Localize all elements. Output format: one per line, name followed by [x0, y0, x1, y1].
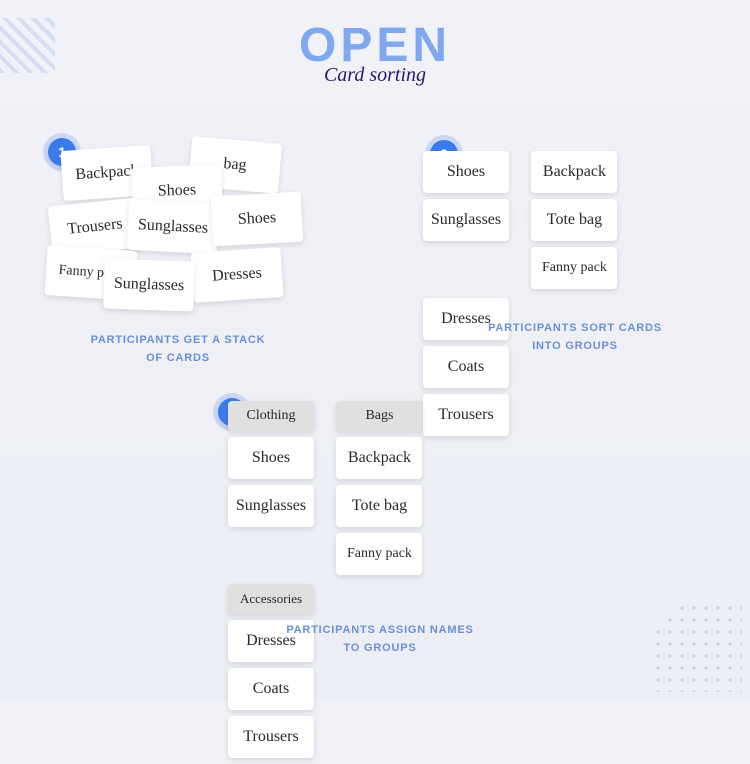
caption-line: PARTICIPANTS GET A STACK	[91, 334, 266, 346]
title-main: OPEN	[0, 22, 750, 70]
group-column: Bags Backpack Tote bag Fanny pack	[333, 398, 425, 581]
caption-line: PARTICIPANTS SORT CARDS	[488, 322, 662, 334]
group-column: Accessories Dresses Coats Trousers	[225, 581, 317, 764]
card: Tote bag	[531, 199, 617, 241]
card: Backpack	[531, 151, 617, 193]
card: Shoes	[228, 437, 314, 479]
step-3-caption: PARTICIPANTS ASSIGN NAMES TO GROUPS	[250, 622, 510, 657]
group-column: Shoes Sunglasses	[420, 148, 512, 247]
title-block: OPEN Card sorting	[0, 0, 750, 87]
card: Fanny pack	[336, 533, 422, 575]
decoration-stripes	[0, 18, 55, 73]
step-1-card-pile: Backpack bag Shoes Trousers Sunglasses S…	[40, 140, 320, 320]
card: Tote bag	[336, 485, 422, 527]
group-header: Bags	[336, 401, 422, 431]
caption-line: PARTICIPANTS ASSIGN NAMES	[286, 624, 473, 636]
card: Trousers	[228, 716, 314, 758]
card: Coats	[228, 668, 314, 710]
group-header: Clothing	[228, 401, 314, 431]
card: Sunglasses	[228, 485, 314, 527]
caption-line: INTO GROUPS	[532, 340, 618, 352]
card: Sunglasses	[127, 200, 219, 255]
card: Sunglasses	[103, 258, 195, 311]
card: Shoes	[211, 192, 303, 247]
group-header: Accessories	[228, 584, 314, 614]
group-column: Backpack Tote bag Fanny pack	[528, 148, 620, 295]
card: Backpack	[336, 437, 422, 479]
caption-line: OF CARDS	[146, 352, 210, 364]
caption-line: TO GROUPS	[343, 642, 416, 654]
decoration-dots	[652, 602, 742, 692]
card: Dresses	[190, 247, 283, 303]
group-column: Clothing Shoes Sunglasses	[225, 398, 317, 533]
card: Fanny pack	[531, 247, 617, 289]
step-1-caption: PARTICIPANTS GET A STACK OF CARDS	[48, 332, 308, 367]
step-3-named-groups: Clothing Shoes Sunglasses Bags Backpack …	[225, 398, 545, 764]
title-sub: Card sorting	[0, 64, 750, 87]
card: Shoes	[423, 151, 509, 193]
step-2-caption: PARTICIPANTS SORT CARDS INTO GROUPS	[445, 320, 705, 355]
card: Sunglasses	[423, 199, 509, 241]
